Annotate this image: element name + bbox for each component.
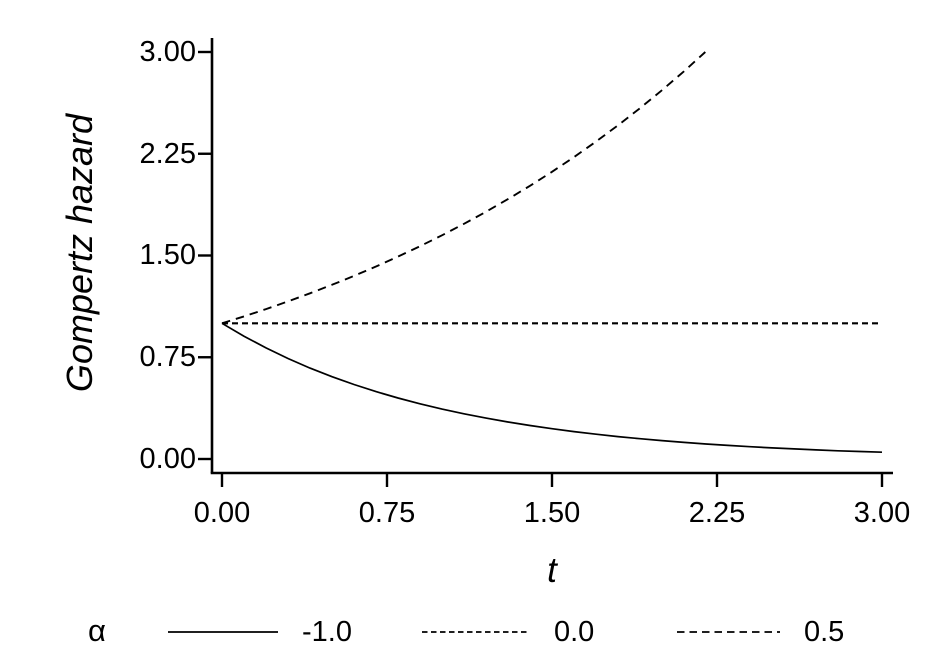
x-tick-label: 3.00 — [853, 497, 911, 529]
legend-entry-alpha-0.0: 0.0 — [422, 616, 595, 648]
x-tick-label: 1.50 — [523, 497, 581, 529]
x-tick-label: 0.00 — [193, 497, 251, 529]
y-tick-label: 1.50 — [139, 239, 196, 272]
x-tick-label: 2.25 — [688, 497, 746, 529]
legend-label: 0.0 — [554, 616, 595, 648]
legend-line-sample — [168, 631, 278, 633]
legend-entry-alpha--1.0: -1.0 — [168, 616, 352, 648]
y-tick-label: 3.00 — [139, 35, 196, 68]
legend-label: 0.5 — [804, 616, 845, 648]
y-tick-label: 0.00 — [139, 443, 196, 475]
curve-alpha-0.5 — [221, 51, 706, 325]
legend-line-sample — [422, 631, 530, 633]
x-tick-label: 0.75 — [358, 497, 416, 529]
legend-label: -1.0 — [302, 616, 352, 648]
x-axis-title: t — [547, 551, 557, 590]
legend-entry-alpha-0.5: 0.5 — [677, 616, 845, 648]
curve-alpha--1.0 — [221, 322, 883, 454]
legend-line-sample — [677, 631, 780, 633]
y-tick-label: 0.75 — [139, 341, 196, 374]
y-tick-label: 2.25 — [139, 137, 196, 170]
legend-title: α — [88, 613, 106, 648]
